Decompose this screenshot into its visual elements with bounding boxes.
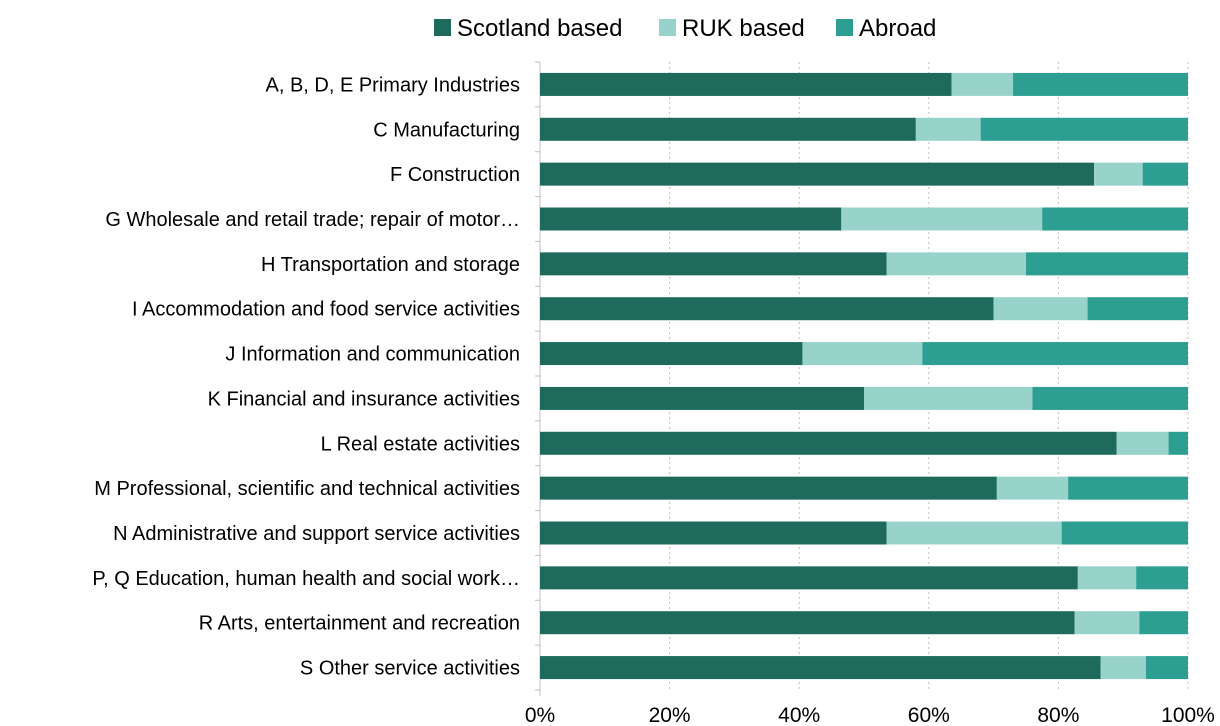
bar-abroad <box>1013 72 1188 96</box>
bar-ruk-based <box>915 117 981 141</box>
bar-abroad <box>980 117 1188 141</box>
x-axis-ticks: 0% 20% 40% 60% 80% 100% <box>525 704 1215 726</box>
grid-layer <box>535 61 1189 696</box>
bar-scotland-based <box>540 431 1117 455</box>
bar-abroad <box>1136 566 1188 590</box>
bar-ruk-based <box>1094 162 1143 186</box>
bar-ruk-based <box>841 207 1043 231</box>
category-label: M Professional, scientific and technical… <box>94 478 520 500</box>
bar-scotland-based <box>540 656 1101 680</box>
bar-ruk-based <box>996 476 1069 500</box>
bar-ruk-based <box>1074 611 1140 635</box>
legend-label: RUK based <box>682 15 805 42</box>
bar-scotland-based <box>540 207 842 231</box>
bar-scotland-based <box>540 521 887 545</box>
bar-abroad <box>1042 207 1188 231</box>
category-label: A, B, D, E Primary Industries <box>265 74 520 96</box>
category-label: I Accommodation and food service activit… <box>132 299 520 321</box>
legend-label: Scotland based <box>457 15 622 42</box>
bar-scotland-based <box>540 566 1078 590</box>
bar-abroad <box>1087 297 1188 321</box>
category-label: R Arts, entertainment and recreation <box>199 613 520 635</box>
bar-scotland-based <box>540 386 864 410</box>
category-label: P, Q Education, human health and social … <box>92 568 520 590</box>
legend-swatch <box>434 19 451 36</box>
bar-abroad <box>1068 476 1188 500</box>
bar-ruk-based <box>864 386 1033 410</box>
bar-ruk-based <box>886 521 1062 545</box>
category-label: G Wholesale and retail trade; repair of … <box>105 209 520 231</box>
legend-label: Abroad <box>859 15 936 42</box>
bar-abroad <box>922 342 1188 366</box>
bar-abroad <box>1026 252 1188 276</box>
x-tick-label: 0% <box>525 704 555 726</box>
x-tick-label: 40% <box>778 704 820 726</box>
category-labels: A, B, D, E Primary Industries C Manufactu… <box>92 74 520 679</box>
legend: Scotland based RUK based Abroad <box>434 15 936 42</box>
bar-scotland-based <box>540 476 997 500</box>
bars-layer <box>540 72 1188 680</box>
legend-swatch <box>659 19 676 36</box>
bar-scotland-based <box>540 342 803 366</box>
category-label: S Other service activities <box>300 658 520 680</box>
bar-ruk-based <box>1100 656 1146 680</box>
category-label: J Information and communication <box>225 344 520 366</box>
bar-abroad <box>1032 386 1188 410</box>
bar-scotland-based <box>540 611 1075 635</box>
category-label: F Construction <box>390 164 520 186</box>
bar-ruk-based <box>886 252 1026 276</box>
bar-abroad <box>1139 611 1188 635</box>
x-tick-label: 100% <box>1161 704 1215 726</box>
bar-abroad <box>1145 656 1188 680</box>
x-tick-label: 20% <box>649 704 691 726</box>
bar-scotland-based <box>540 117 916 141</box>
bar-scotland-based <box>540 72 952 96</box>
bar-ruk-based <box>951 72 1014 96</box>
bar-scotland-based <box>540 162 1095 186</box>
bar-scotland-based <box>540 297 994 321</box>
bar-ruk-based <box>802 342 923 366</box>
category-label: K Financial and insurance activities <box>208 388 520 410</box>
bar-ruk-based <box>1116 431 1169 455</box>
legend-swatch <box>836 19 853 36</box>
category-label: L Real estate activities <box>321 433 520 455</box>
x-tick-label: 60% <box>908 704 950 726</box>
bar-abroad <box>1168 431 1188 455</box>
bar-scotland-based <box>540 252 887 276</box>
bar-ruk-based <box>993 297 1088 321</box>
category-label: H Transportation and storage <box>261 254 520 276</box>
bar-ruk-based <box>1077 566 1137 590</box>
category-label: C Manufacturing <box>373 119 520 141</box>
category-label: N Administrative and support service act… <box>113 523 520 545</box>
bar-abroad <box>1061 521 1188 545</box>
bar-abroad <box>1142 162 1188 186</box>
x-tick-label: 80% <box>1037 704 1079 726</box>
